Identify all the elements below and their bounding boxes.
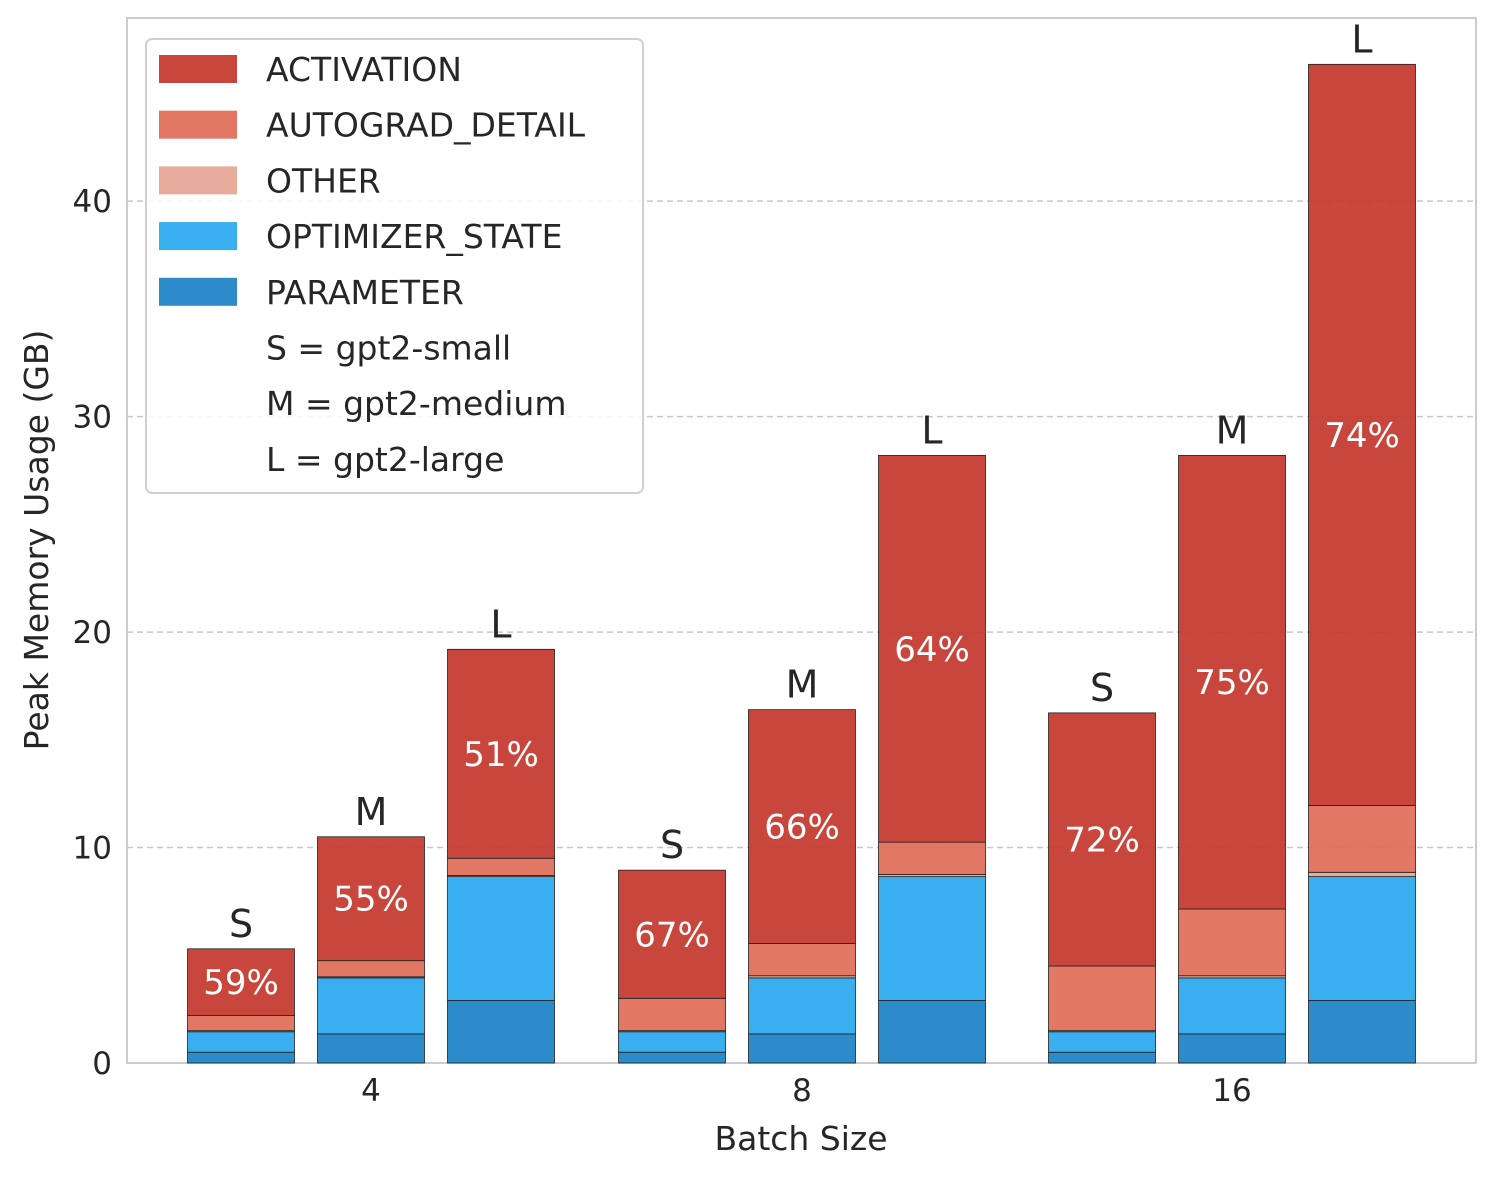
legend-swatch (159, 277, 237, 306)
bar-segment-activation (317, 836, 425, 962)
y-tick-label: 30 (73, 400, 112, 436)
x-tick-label: 8 (792, 1073, 812, 1109)
bar-percent-label: 75% (1194, 663, 1270, 703)
bar-segment-autograd-detail (1178, 908, 1286, 977)
legend-item-autograd-detail: AUTOGRAD_DETAIL (159, 106, 586, 145)
bar-segment-parameter (618, 1051, 726, 1064)
bar-stack-16-L: L 74% (1308, 17, 1416, 1064)
bar-model-label: L (1351, 17, 1372, 61)
y-axis-label: Peak Memory Usage (GB) (17, 330, 56, 751)
legend-swatch (159, 110, 237, 139)
bar-segment-activation (187, 948, 295, 1016)
legend-item-parameter: PARAMETER (159, 273, 464, 312)
y-tick-label: 0 (92, 1046, 112, 1082)
bar-stack-8-L: L 64% (878, 408, 986, 1064)
y-tick-label: 10 (73, 831, 112, 867)
bar-segment-activation (1308, 63, 1416, 806)
bar-percent-label: 59% (203, 963, 279, 1003)
bar-segment-autograd-detail (187, 1015, 295, 1032)
bar-segment-optimizer-state (748, 977, 856, 1035)
legend-note: L = gpt2-large (266, 440, 504, 479)
bar-segment-activation (748, 709, 856, 944)
bar-segment-parameter (1048, 1051, 1156, 1064)
x-tick-label: 16 (1212, 1073, 1251, 1109)
bar-stack-4-L: L 51% (447, 602, 555, 1064)
bar-stack-4-S: S 59% (187, 902, 295, 1064)
bar-segment-parameter (748, 1033, 856, 1064)
bar-percent-label: 72% (1064, 820, 1140, 860)
bar-segment-other (1308, 871, 1416, 878)
legend-item-other: OTHER (159, 161, 381, 200)
bar-segment-activation (618, 869, 726, 999)
legend-label: PARAMETER (266, 273, 464, 312)
bar-percent-label: 55% (333, 880, 409, 920)
bar-segment-parameter (878, 1000, 986, 1064)
legend-label: OTHER (266, 161, 381, 200)
x-tick-label: 4 (361, 1073, 381, 1109)
bar-segment-optimizer-state (1308, 876, 1416, 1001)
bar-segment-autograd-detail (618, 997, 726, 1032)
legend-label: OPTIMIZER_STATE (266, 217, 562, 256)
bar-model-label: M (786, 663, 819, 707)
bar-model-label: S (1090, 666, 1114, 710)
bar-segment-activation (1178, 454, 1286, 910)
legend-frame (145, 38, 644, 494)
legend: ACTIVATION AUTOGRAD_DETAIL OTHER OPTIMIZER_… (145, 38, 644, 494)
bar-percent-label: 66% (764, 808, 840, 848)
legend-label: AUTOGRAD_DETAIL (266, 106, 586, 145)
y-tick-labels: 0 10 20 30 40 (73, 184, 112, 1082)
bar-model-label: M (1216, 408, 1249, 452)
bar-segment-autograd-detail (1048, 965, 1156, 1032)
legend-item-optimizer-state: OPTIMIZER_STATE (159, 217, 562, 256)
bar-segment-activation (447, 648, 555, 859)
bar-segment-optimizer-state (618, 1031, 726, 1053)
bar-segment-optimizer-state (447, 876, 555, 1001)
bar-segment-optimizer-state (878, 876, 986, 1001)
bar-segment-parameter (1178, 1033, 1286, 1064)
legend-swatch (159, 55, 237, 83)
bar-model-label: L (490, 602, 511, 646)
bar-stack-8-S: S 67% (618, 823, 726, 1064)
bar-segment-parameter (447, 1000, 555, 1064)
x-axis-label: Batch Size (714, 1119, 887, 1158)
bar-percent-label: 64% (894, 630, 970, 670)
legend-note: M = gpt2-medium (266, 384, 566, 423)
bar-segment-optimizer-state (1178, 977, 1286, 1035)
bar-segment-autograd-detail (1308, 805, 1416, 873)
bar-model-label: S (660, 823, 684, 867)
bar-segment-optimizer-state (187, 1031, 295, 1053)
bar-stack-16-M: M 75% (1178, 408, 1286, 1064)
bar-segment-parameter (317, 1033, 425, 1064)
bar-segment-autograd-detail (317, 960, 425, 978)
y-tick-label: 40 (73, 184, 112, 220)
bar-segment-parameter (1308, 1000, 1416, 1064)
bar-stack-16-S: S 72% (1048, 666, 1156, 1064)
legend-note: S = gpt2-small (266, 329, 511, 368)
bar-model-label: S (229, 902, 253, 946)
x-tick-labels: 4 8 16 (361, 1073, 1252, 1109)
bar-percent-label: 51% (463, 735, 539, 775)
bar-stack-8-M: M 66% (748, 663, 856, 1064)
bar-segment-autograd-detail (748, 943, 856, 977)
bar-segment-autograd-detail (447, 857, 555, 876)
legend-label: ACTIVATION (266, 50, 462, 89)
bar-percent-label: 74% (1324, 416, 1400, 456)
bar-model-label: L (921, 408, 942, 452)
legend-swatch (159, 222, 237, 251)
bar-segment-parameter (187, 1051, 295, 1064)
legend-item-activation: ACTIVATION (159, 50, 462, 89)
bar-segment-optimizer-state (317, 977, 425, 1035)
bar-segment-activation (878, 454, 986, 843)
bar-segment-optimizer-state (1048, 1031, 1156, 1053)
legend-swatch (159, 166, 237, 195)
bar-segment-autograd-detail (878, 841, 986, 875)
bar-model-label: M (355, 790, 388, 834)
y-tick-label: 20 (73, 615, 112, 651)
bar-stack-4-M: M 55% (317, 790, 425, 1064)
bars: S 59% M 55% L 51% S 67% M 66% L 64% S 72% M 75% L 74% (187, 17, 1416, 1064)
bar-segment-activation (1048, 712, 1156, 967)
bar-percent-label: 67% (634, 915, 710, 955)
